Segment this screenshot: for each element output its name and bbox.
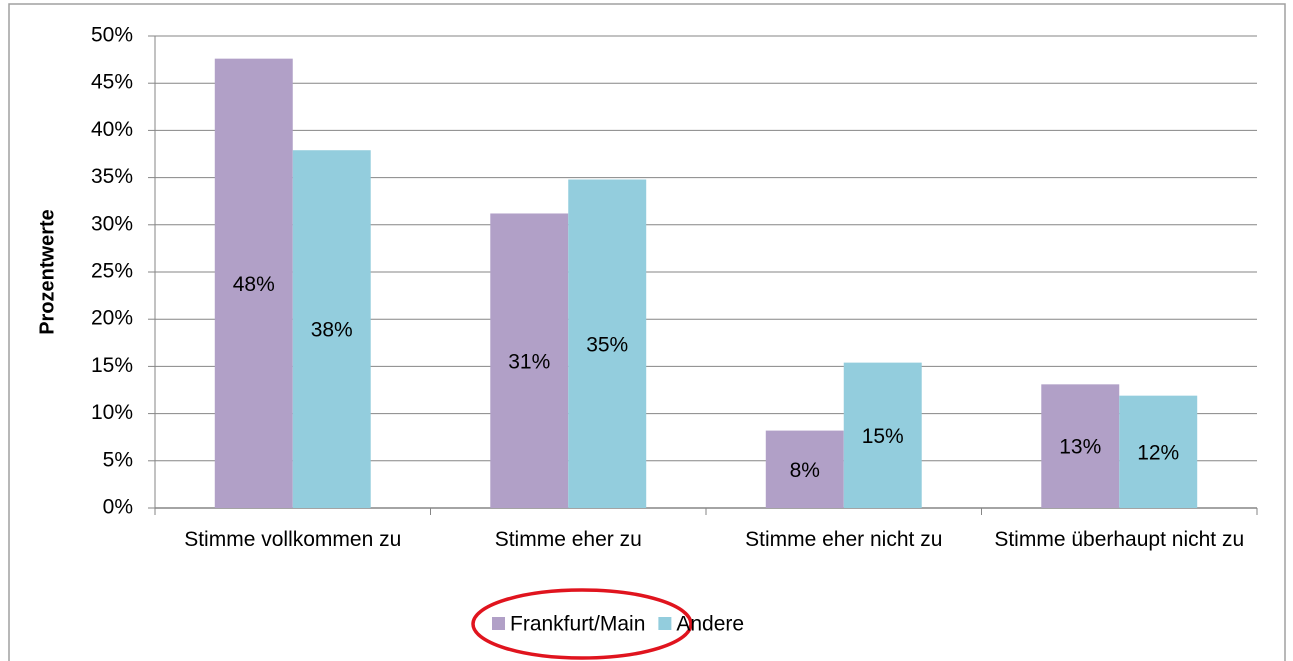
data-label: 13% bbox=[1059, 436, 1101, 459]
bar bbox=[1041, 384, 1120, 508]
data-label: 31% bbox=[508, 350, 550, 373]
x-tick-label: Stimme überhaupt nicht zu bbox=[994, 528, 1245, 551]
bar bbox=[214, 58, 293, 508]
legend-swatch bbox=[492, 617, 505, 630]
data-label: 35% bbox=[586, 333, 628, 356]
y-tick-label: 50% bbox=[91, 24, 133, 47]
data-label: 38% bbox=[311, 319, 353, 342]
data-label: 15% bbox=[862, 425, 904, 448]
x-tick-label: Stimme vollkommen zu bbox=[184, 528, 402, 551]
y-tick-label: 10% bbox=[91, 401, 133, 424]
data-label: 48% bbox=[233, 273, 275, 296]
bar bbox=[1119, 395, 1198, 508]
y-tick-label: 45% bbox=[91, 71, 133, 94]
y-tick-label: 20% bbox=[91, 307, 133, 330]
data-label: 8% bbox=[790, 459, 820, 482]
x-tick-label: Stimme eher zu bbox=[494, 528, 642, 551]
y-tick-label: 5% bbox=[103, 448, 133, 471]
y-axis-label: Prozentwerte bbox=[36, 209, 58, 335]
y-tick-label: 40% bbox=[91, 118, 133, 141]
bar bbox=[490, 213, 569, 509]
y-tick-label: 35% bbox=[91, 165, 133, 188]
x-tick-label: Stimme eher nicht zu bbox=[745, 528, 943, 551]
chart-frame bbox=[8, 3, 1286, 661]
legend-label: Andere bbox=[676, 613, 744, 636]
bar bbox=[292, 150, 371, 508]
data-label: 12% bbox=[1137, 441, 1179, 464]
y-tick-label: 0% bbox=[103, 496, 133, 519]
y-tick-label: 25% bbox=[91, 260, 133, 283]
legend-swatch bbox=[658, 617, 672, 630]
highlight-ellipse bbox=[471, 588, 693, 660]
y-tick-label: 15% bbox=[91, 354, 133, 377]
y-tick-label: 30% bbox=[91, 212, 133, 235]
bar bbox=[568, 179, 647, 508]
bar bbox=[765, 430, 844, 508]
bar bbox=[843, 362, 922, 508]
legend-label: Frankfurt/Main bbox=[510, 613, 645, 636]
